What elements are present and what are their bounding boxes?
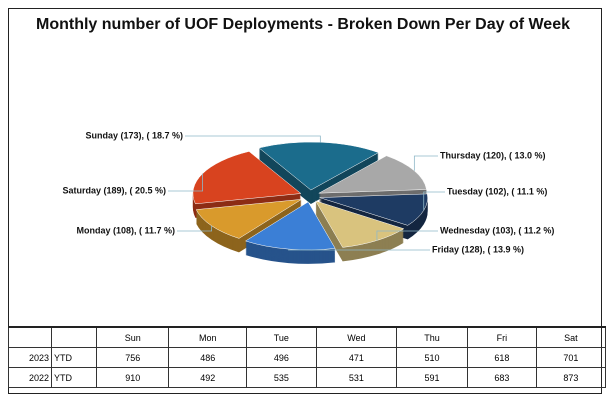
table-cell: YTD [51,347,97,368]
table-cell: Mon [168,326,248,348]
slice [258,141,380,191]
slice [244,201,336,251]
chart-title: Monthly number of UOF Deployments - Brok… [36,16,570,33]
table-cell: 873 [535,367,606,388]
table-cell: 496 [246,347,317,368]
leader-line [288,249,430,251]
frame [8,8,602,394]
table-cell: 486 [168,347,248,368]
data-label: Thursday (120), ( 13.0 %) [440,150,546,160]
table-cell: 531 [315,367,398,388]
table-cell: 492 [168,367,248,388]
table-cell: Thu [396,326,468,348]
leader-line [185,135,321,143]
table-cell: 535 [246,367,317,388]
data-label: Tuesday (102), ( 11.1 %) [447,186,547,196]
table-cell: 910 [95,367,170,388]
data-label: Friday (128), ( 13.9 %) [432,244,524,254]
table-row: 2023 YTD 756 486 496 471 510 618 701 [8,347,606,368]
data-table: Sun Mon Tue Wed Thu Fri Sat 2023 YTD 756 486 496 471… [8,326,606,388]
data-label: Sunday (173), ( 18.7 %) [85,130,183,140]
leader-line [376,230,438,241]
chart: Sunday (173), ( 18.7 %) Thursday (120), (… [62,130,554,264]
table-row: 2022 YTD 910 492 535 531 591 683 873 [8,367,606,388]
data-label: Wednesday (103), ( 11.2 %) [440,225,554,235]
table-cell: Wed [315,326,398,348]
table-cell: 756 [95,347,170,368]
table-cell [51,326,97,348]
table-row: Sun Mon Tue Wed Thu Fri Sat [8,326,606,348]
table-cell: Sun [95,326,170,348]
leader-line [177,225,212,232]
table-cell: 2023 [8,347,52,368]
table-cell: 591 [396,367,468,388]
table-cell: 701 [535,347,606,368]
leader-line [423,191,445,211]
slice [318,155,427,194]
table-cell: Fri [466,326,537,348]
table-cell: 683 [466,367,537,388]
table-cell: 471 [315,347,398,368]
table-cell: YTD [51,367,97,388]
data-label: Monday (108), ( 11.7 %) [76,225,175,235]
table-cell: Tue [246,326,317,348]
data-label: Saturday (189), ( 20.5 %) [62,185,166,195]
table-cell: 510 [396,347,468,368]
leader-line [413,155,438,171]
table-cell: Sat [535,326,606,348]
table-cell [8,326,52,348]
table-cell: 618 [466,347,537,368]
table-cell: 2022 [8,367,52,388]
leader-line [168,173,203,192]
